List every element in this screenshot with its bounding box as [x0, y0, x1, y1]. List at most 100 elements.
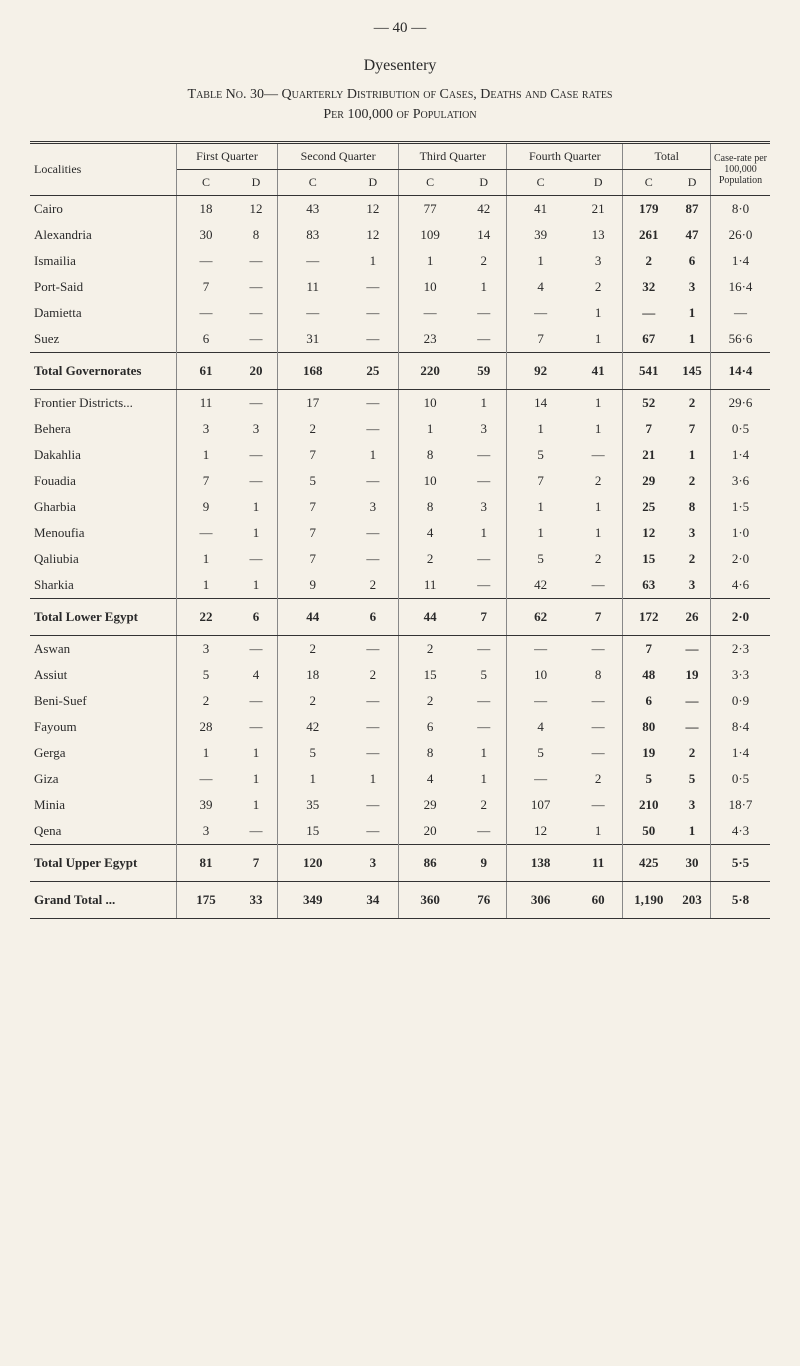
- cell: 7: [278, 546, 348, 572]
- cell: —: [574, 792, 623, 818]
- cell: —: [507, 636, 574, 663]
- cell: 20: [399, 818, 461, 845]
- cell: 2·0: [711, 599, 771, 636]
- cell: Fayoum: [30, 714, 177, 740]
- cell: —: [711, 300, 771, 326]
- table-row: Minia39135—292107—210318·7: [30, 792, 770, 818]
- cell: 1: [574, 390, 623, 417]
- cell: —: [235, 390, 278, 417]
- cell: 2: [674, 546, 710, 572]
- cell: —: [348, 390, 399, 417]
- header-q4: Fourth Quarter: [507, 143, 623, 170]
- cell: —: [177, 766, 235, 792]
- cell: Fouadia: [30, 468, 177, 494]
- cell: 83: [278, 222, 348, 248]
- cell: 5: [507, 546, 574, 572]
- cell: 23: [399, 326, 461, 353]
- cell: Suez: [30, 326, 177, 353]
- cell: 1: [177, 572, 235, 599]
- cell: 2: [278, 688, 348, 714]
- header-q2: Second Quarter: [278, 143, 399, 170]
- cell: 1,190: [623, 882, 674, 919]
- cell: 22: [177, 599, 235, 636]
- cell: 11: [574, 845, 623, 882]
- cell: 2: [177, 688, 235, 714]
- cell: 7: [623, 636, 674, 663]
- cell: 3: [177, 636, 235, 663]
- cell: 7: [507, 326, 574, 353]
- table-row: Menoufia—17—41111231·0: [30, 520, 770, 546]
- cell: 18·7: [711, 792, 771, 818]
- cell: —: [574, 636, 623, 663]
- cell: —: [461, 818, 507, 845]
- cell: 3: [674, 572, 710, 599]
- header-total-d: D: [674, 170, 710, 196]
- cell: 10: [399, 390, 461, 417]
- cell: 1: [235, 792, 278, 818]
- cell: 6: [348, 599, 399, 636]
- cell: 1: [674, 818, 710, 845]
- cell: —: [348, 792, 399, 818]
- table-row: Sharkia119211—42—6334·6: [30, 572, 770, 599]
- cell: —: [461, 714, 507, 740]
- cell: 9: [461, 845, 507, 882]
- cell: 5·8: [711, 882, 771, 919]
- cell: 47: [674, 222, 710, 248]
- cell: 220: [399, 353, 461, 390]
- cell: —: [235, 636, 278, 663]
- cell: 7: [461, 599, 507, 636]
- cell: 1: [461, 520, 507, 546]
- cell: 541: [623, 353, 674, 390]
- cell: 26·0: [711, 222, 771, 248]
- cell: 1: [507, 416, 574, 442]
- cell: 2: [278, 636, 348, 663]
- cell: —: [278, 248, 348, 274]
- cell: 2: [574, 546, 623, 572]
- cell: 30: [674, 845, 710, 882]
- cell: Total Upper Egypt: [30, 845, 177, 882]
- cell: 56·6: [711, 326, 771, 353]
- cell: 3: [674, 274, 710, 300]
- cell: 7: [278, 442, 348, 468]
- cell: 1: [574, 416, 623, 442]
- cell: —: [461, 688, 507, 714]
- cell: 3: [177, 818, 235, 845]
- cell: —: [507, 766, 574, 792]
- cell: 1: [461, 274, 507, 300]
- cell: —: [461, 442, 507, 468]
- data-table: Localities First Quarter Second Quarter …: [30, 141, 770, 919]
- cell: 1: [507, 248, 574, 274]
- cell: 41: [574, 353, 623, 390]
- cell: 3: [235, 416, 278, 442]
- table-row: Alexandria30883121091439132614726·0: [30, 222, 770, 248]
- cell: 2: [574, 468, 623, 494]
- cell: 7: [574, 599, 623, 636]
- cell: 1: [507, 494, 574, 520]
- cell: 3: [674, 520, 710, 546]
- table-row: Total Upper Egypt817120386913811425305·5: [30, 845, 770, 882]
- cell: 14: [507, 390, 574, 417]
- cell: 2: [574, 766, 623, 792]
- cell: 0·9: [711, 688, 771, 714]
- cell: 3·6: [711, 468, 771, 494]
- cell: 5: [278, 740, 348, 766]
- cell: 210: [623, 792, 674, 818]
- cell: 8: [574, 662, 623, 688]
- cell: 6: [623, 688, 674, 714]
- cell: 2: [674, 390, 710, 417]
- cell: 3: [348, 845, 399, 882]
- cell: Total Governorates: [30, 353, 177, 390]
- cell: 59: [461, 353, 507, 390]
- cell: 0·5: [711, 416, 771, 442]
- cell: 7: [177, 274, 235, 300]
- cell: Behera: [30, 416, 177, 442]
- cell: 15: [623, 546, 674, 572]
- cell: 8: [399, 494, 461, 520]
- cell: 3: [674, 792, 710, 818]
- cell: 2·0: [711, 546, 771, 572]
- cell: —: [574, 688, 623, 714]
- cell: 5: [507, 740, 574, 766]
- cell: 63: [623, 572, 674, 599]
- cell: Qaliubia: [30, 546, 177, 572]
- cell: 11: [278, 274, 348, 300]
